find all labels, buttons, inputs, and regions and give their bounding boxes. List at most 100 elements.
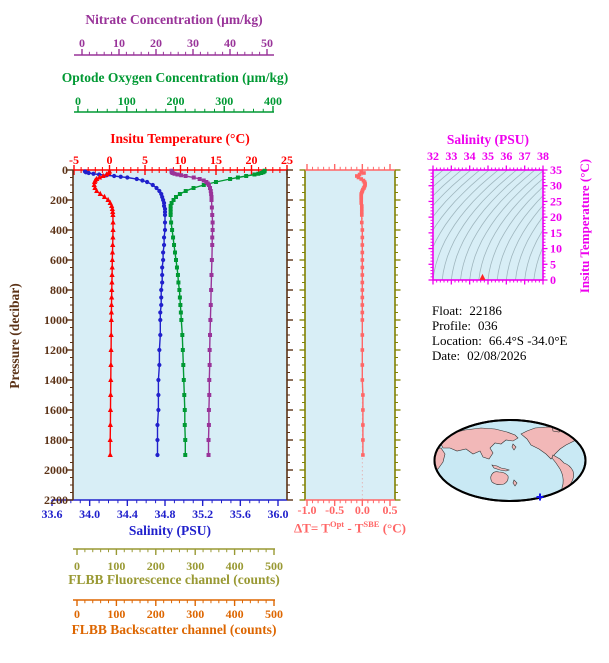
oxygen-profile-curve-point — [178, 303, 183, 307]
nitrate-profile-curve-point — [208, 303, 213, 307]
location-row: Location: 66.4°S -34.0°E — [432, 333, 567, 348]
salinity-profile-curve-point — [140, 178, 145, 183]
pressure-tick-label: 1000 — [44, 313, 68, 327]
salinity-profile-curve-point — [157, 188, 162, 194]
temperature-profile-curve-point — [109, 249, 116, 255]
oxygen-profile-curve-point — [182, 423, 187, 427]
temperature-profile-curve-point — [108, 391, 114, 397]
temperature-profile-curve-point — [107, 451, 113, 457]
ts-salinity-tick-label: 33 — [445, 149, 457, 163]
nitrate-profile-curve-point — [209, 258, 214, 262]
salinity-profile-curve-point — [158, 310, 163, 315]
location-value: 66.4°S -34.0°E — [488, 333, 568, 348]
ts-salinity-tick-label: 35 — [482, 149, 494, 163]
salinity-profile-curve-point — [91, 171, 96, 176]
delta-t-profile-curve — [355, 169, 367, 457]
ts-salinity-tick-label: 36 — [500, 149, 512, 163]
fluorescence-tick-label: 500 — [265, 559, 283, 573]
oxygen-profile-curve-point — [173, 195, 178, 199]
nitrate-profile-curve-point — [207, 363, 212, 367]
ts-temperature-tick-label: 15 — [550, 226, 562, 240]
ts-temperature-tick-label: 0 — [550, 273, 556, 287]
temperature-profile-curve-point — [109, 294, 115, 300]
ts-salinity-tick-label: 32 — [427, 149, 439, 163]
salinity-profile-curve-point — [125, 175, 130, 180]
ts-profile-point-marker — [479, 273, 486, 280]
delta-t-profile-curve-point — [360, 243, 365, 247]
isopycnal-contour — [460, 170, 536, 280]
nitrate-profile-curve-point — [206, 453, 211, 457]
oxygen-profile-curve-point — [175, 273, 180, 277]
nitrate-profile-curve-point — [209, 198, 214, 202]
temperature-profile-curve-point — [110, 219, 116, 225]
salinity-tick-label: 33.6 — [42, 507, 63, 521]
oxygen-profile-curve-point — [168, 204, 173, 208]
temperature-profile-curve-point — [91, 178, 98, 184]
salinity-profile-curve-point — [155, 437, 160, 443]
delta-t-profile-curve-point — [360, 303, 365, 307]
ts-temperature-tick-label: 5 — [550, 257, 556, 271]
ts-temperature-tick-label: 30 — [550, 179, 562, 193]
oxygen-profile-curve-point — [244, 174, 249, 178]
salinity-profile-curve-point — [86, 170, 91, 176]
delta-t-title-sup-sbe: SBE — [363, 519, 380, 529]
nitrate-profile-curve-point — [208, 189, 213, 193]
temperature-profile-curve-point — [97, 190, 103, 196]
float-id-value: 22186 — [469, 303, 502, 318]
salinity-tick-label: 34.8 — [155, 507, 176, 521]
nitrate-tick-label: 30 — [187, 36, 199, 50]
fluorescence-tick-label: 200 — [147, 559, 165, 573]
pressure-tick-label: 2000 — [44, 463, 68, 477]
map-landmass — [512, 479, 518, 487]
salinity-profile-curve-point — [161, 235, 167, 240]
temperature-profile-curve-point — [109, 264, 115, 270]
oxygen-tick-label: 200 — [167, 94, 185, 108]
delta-t-profile-curve-point — [359, 201, 364, 205]
backscatter-tick-label: 300 — [186, 607, 204, 621]
salinity-profile-curve-line — [84, 170, 166, 455]
map-landmass — [511, 443, 517, 451]
salinity-profile-curve-point — [156, 377, 161, 383]
temperature-profile-curve-point — [108, 309, 115, 315]
location-label: Location: — [432, 333, 482, 348]
salinity-profile-curve-point — [161, 257, 166, 263]
salinity-profile-curve-point — [156, 392, 161, 398]
oxygen-profile-curve-point — [174, 265, 179, 270]
nitrate-tick-label: 50 — [261, 36, 273, 50]
nitrate-tick-label: 10 — [113, 36, 125, 50]
oxygen-profile-curve-point — [173, 258, 178, 262]
nitrate-profile-curve — [169, 168, 215, 457]
salinity-profile-curve-point — [161, 200, 167, 206]
isopycnal-contour — [505, 204, 543, 280]
delta-t-profile-curve-point — [360, 310, 365, 315]
map-landmass — [491, 464, 510, 472]
ts-salinity-axis-title: Salinity (PSU) — [447, 132, 529, 147]
delta-t-profile-curve-point — [360, 250, 365, 255]
temperature-profile-curve-point — [91, 181, 97, 187]
salinity-profile-curve-point — [134, 176, 139, 182]
pressure-tick-label: 1600 — [44, 403, 68, 417]
temperature-profile-curve-point — [108, 361, 114, 367]
pressure-tick-label: 1200 — [44, 343, 68, 357]
salinity-tick-label: 34.4 — [117, 507, 138, 521]
isopycnal-contour — [524, 229, 543, 280]
isopycnal-contour — [533, 246, 543, 280]
delta-t-tick-label: -0.5 — [325, 503, 344, 517]
profile-number-value: 036 — [478, 318, 498, 333]
temperature-profile-curve-point — [109, 279, 115, 285]
delta-t-title-part: - T — [344, 520, 364, 536]
nitrate-profile-curve-point — [210, 243, 215, 247]
ts-salinity-tick-label: 38 — [537, 149, 549, 163]
delta-t-profile-curve-point — [360, 258, 365, 262]
nitrate-profile-curve-point — [208, 333, 213, 337]
salinity-profile-curve-point — [162, 212, 168, 218]
salinity-profile-curve-point — [112, 173, 117, 179]
delta-t-profile-curve-point — [361, 408, 365, 412]
isopycnal-contour — [433, 170, 481, 218]
delta-t-profile-curve-point — [359, 169, 364, 174]
nitrate-profile-curve-point — [207, 348, 212, 352]
oxygen-profile-curve-point — [183, 438, 188, 442]
date-value: 02/08/2026 — [467, 348, 527, 363]
temperature-tick-label: 10 — [175, 153, 187, 167]
